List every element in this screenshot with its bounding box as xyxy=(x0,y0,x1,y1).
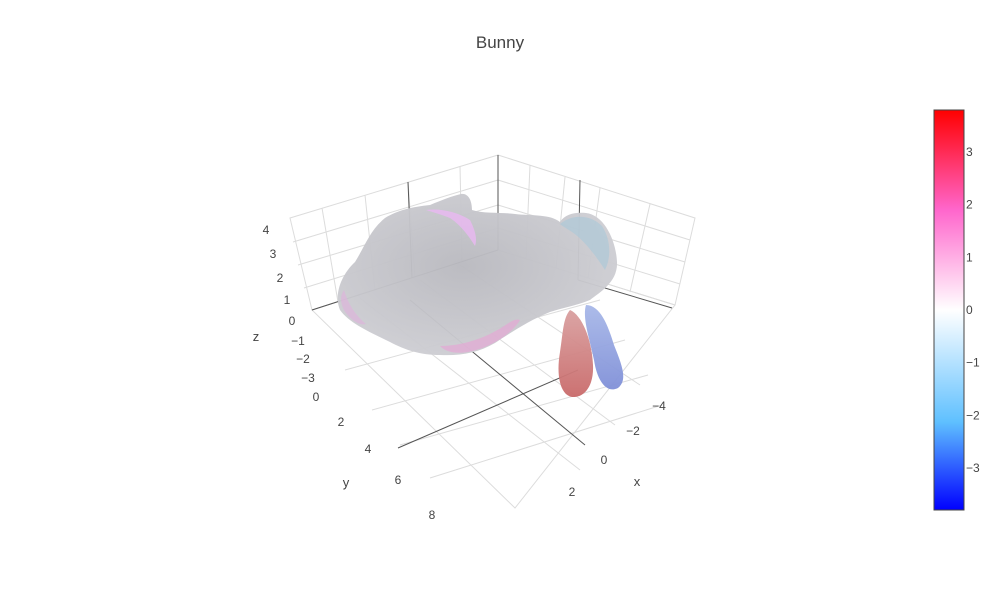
colorbar-tick: −3 xyxy=(966,461,980,475)
bunny-head-highlight xyxy=(560,216,610,270)
z-tick: 4 xyxy=(263,223,270,237)
chart-title: Bunny xyxy=(475,33,525,52)
z-tick: 2 xyxy=(277,271,284,285)
y-axis-title: y xyxy=(343,475,350,490)
colorbar-ticks: 3 2 1 0 −1 −2 −3 xyxy=(966,145,980,475)
z-tick: 1 xyxy=(284,293,291,307)
y-tick: 0 xyxy=(313,390,320,404)
z-axis-title: z xyxy=(253,329,260,344)
x-axis-ticks: −4 −2 0 2 x xyxy=(569,399,667,499)
colorbar-tick: 1 xyxy=(966,250,973,264)
bunny-rear-leg[interactable] xyxy=(558,310,594,398)
z-tick: −1 xyxy=(291,334,305,348)
z-tick: −2 xyxy=(296,352,310,366)
z-axis-ticks: 4 3 2 1 0 −1 −2 −3 z xyxy=(253,223,315,385)
colorbar-tick: 2 xyxy=(966,198,973,212)
y-tick: 4 xyxy=(365,442,372,456)
y-tick: 6 xyxy=(395,473,402,487)
z-tick: −3 xyxy=(301,371,315,385)
x-tick: 2 xyxy=(569,485,576,499)
bunny-body[interactable] xyxy=(337,193,618,356)
bunny-surface[interactable] xyxy=(337,193,624,398)
x-tick: 0 xyxy=(601,453,608,467)
colorbar-tick: −1 xyxy=(966,356,980,370)
x-tick: −2 xyxy=(626,424,640,438)
x-tick: −4 xyxy=(652,399,666,413)
colorbar[interactable]: 3 2 1 0 −1 −2 −3 xyxy=(933,109,980,511)
x-axis-title: x xyxy=(634,474,641,489)
y-axis-ticks: 0 2 4 6 8 y xyxy=(313,390,436,522)
y-tick: 2 xyxy=(338,415,345,429)
bunny-front-leg[interactable] xyxy=(584,305,624,390)
z-tick: 3 xyxy=(270,247,277,261)
bunny-front-highlight xyxy=(341,290,366,325)
colorbar-tick: −2 xyxy=(966,408,980,422)
bunny-ear-highlight xyxy=(426,209,477,246)
colorbar-tick: 0 xyxy=(966,303,973,317)
y-tick: 8 xyxy=(429,508,436,522)
colorbar-scale xyxy=(933,109,965,511)
z-tick: 0 xyxy=(289,314,296,328)
bunny-lower-highlight xyxy=(440,319,520,353)
colorbar-tick: 3 xyxy=(966,145,973,159)
